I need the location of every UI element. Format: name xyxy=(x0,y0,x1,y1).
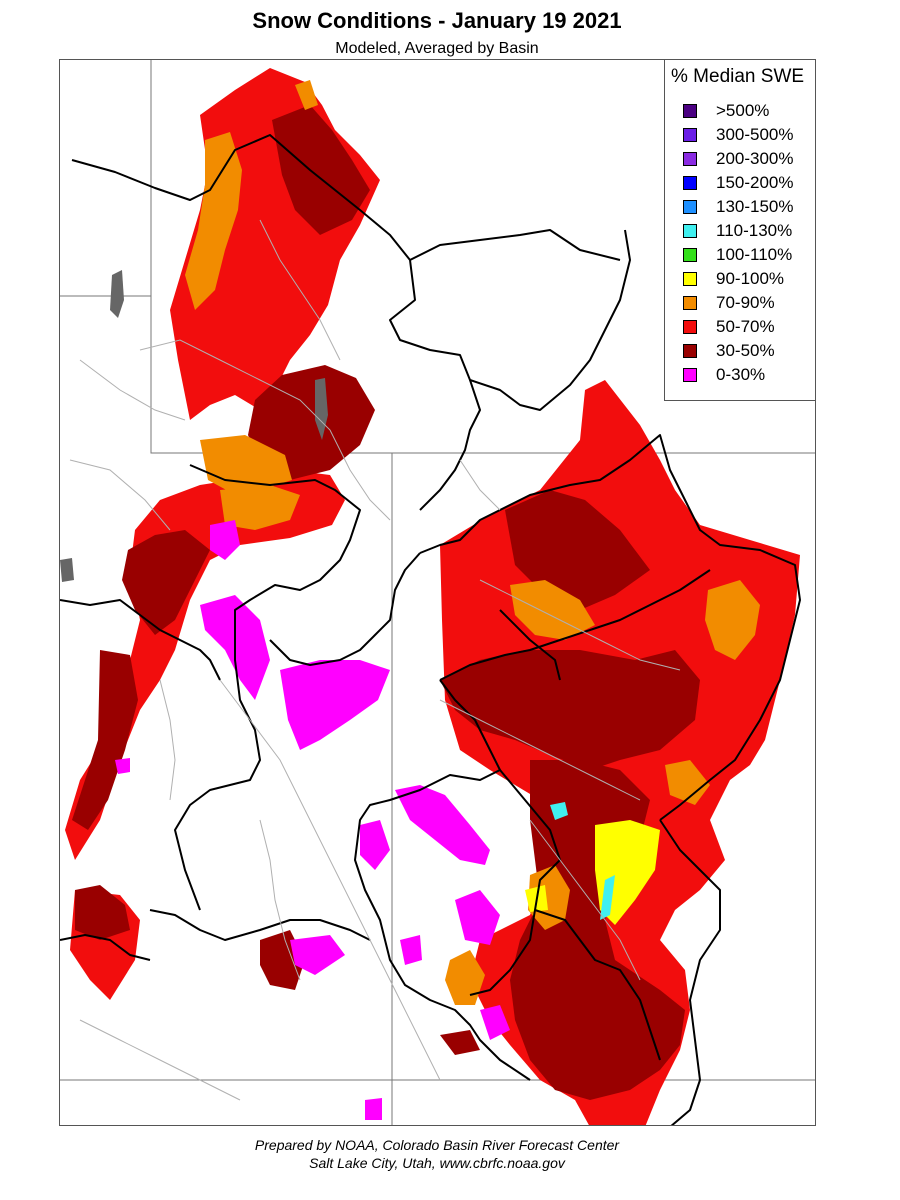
legend-label: 50-70% xyxy=(716,317,775,336)
legend-label: >500% xyxy=(716,101,770,120)
legend-label: 0-30% xyxy=(716,365,766,384)
legend-item: 150-200% xyxy=(683,172,794,194)
footer-location: Salt Lake City, Utah, www.cbrfc.noaa.gov xyxy=(309,1155,565,1171)
basins-30-50 xyxy=(72,105,700,1100)
legend-label: 90-100% xyxy=(716,269,785,288)
basins-0-30 xyxy=(115,520,510,1120)
legend-item: 130-150% xyxy=(683,196,794,218)
legend-swatch xyxy=(683,320,697,334)
map-canvas xyxy=(60,60,815,1125)
legend-item: 30-50% xyxy=(683,340,775,362)
legend-item: 110-130% xyxy=(683,220,792,242)
legend-item: 300-500% xyxy=(683,124,794,146)
legend-label: 130-150% xyxy=(716,197,794,216)
legend-label: 200-300% xyxy=(716,149,794,168)
basins-70-90 xyxy=(185,80,760,1005)
legend-swatch xyxy=(683,200,697,214)
legend-swatch xyxy=(683,368,697,382)
legend-item: 0-30% xyxy=(683,364,765,386)
map-subtitle: Modeled, Averaged by Basin xyxy=(335,40,539,57)
legend-label: 30-50% xyxy=(716,341,775,360)
legend-swatch xyxy=(683,296,697,310)
legend-item: 200-300% xyxy=(683,148,794,170)
footer-credit: Prepared by NOAA, Colorado Basin River F… xyxy=(254,1137,620,1153)
legend-swatch xyxy=(683,176,697,190)
legend-item: 90-100% xyxy=(683,268,784,290)
legend-item: 100-110% xyxy=(683,244,792,266)
legend-item: >500% xyxy=(683,100,769,122)
legend-label: 110-130% xyxy=(716,221,793,240)
legend-item: 70-90% xyxy=(683,292,775,314)
legend-swatch xyxy=(683,104,697,118)
legend-title: % Median SWE xyxy=(671,66,805,87)
legend-swatch xyxy=(683,128,697,142)
legend-label: 100-110% xyxy=(716,245,793,264)
legend-swatch xyxy=(683,248,697,262)
legend-swatch xyxy=(683,152,697,166)
basins-110-130 xyxy=(550,802,615,920)
legend-swatch xyxy=(683,272,697,286)
legend: % Median SWE >500% 300-500% 200-300% 150… xyxy=(664,59,816,401)
map-title: Snow Conditions - January 19 2021 xyxy=(252,8,622,33)
legend-swatch xyxy=(683,224,697,238)
rivers xyxy=(69,219,681,1101)
legend-item: 50-70% xyxy=(683,316,775,338)
legend-label: 150-200% xyxy=(716,173,794,192)
legend-label: 70-90% xyxy=(716,293,775,312)
basin-boundaries xyxy=(60,134,801,1125)
legend-swatch xyxy=(683,344,697,358)
legend-label: 300-500% xyxy=(716,125,794,144)
